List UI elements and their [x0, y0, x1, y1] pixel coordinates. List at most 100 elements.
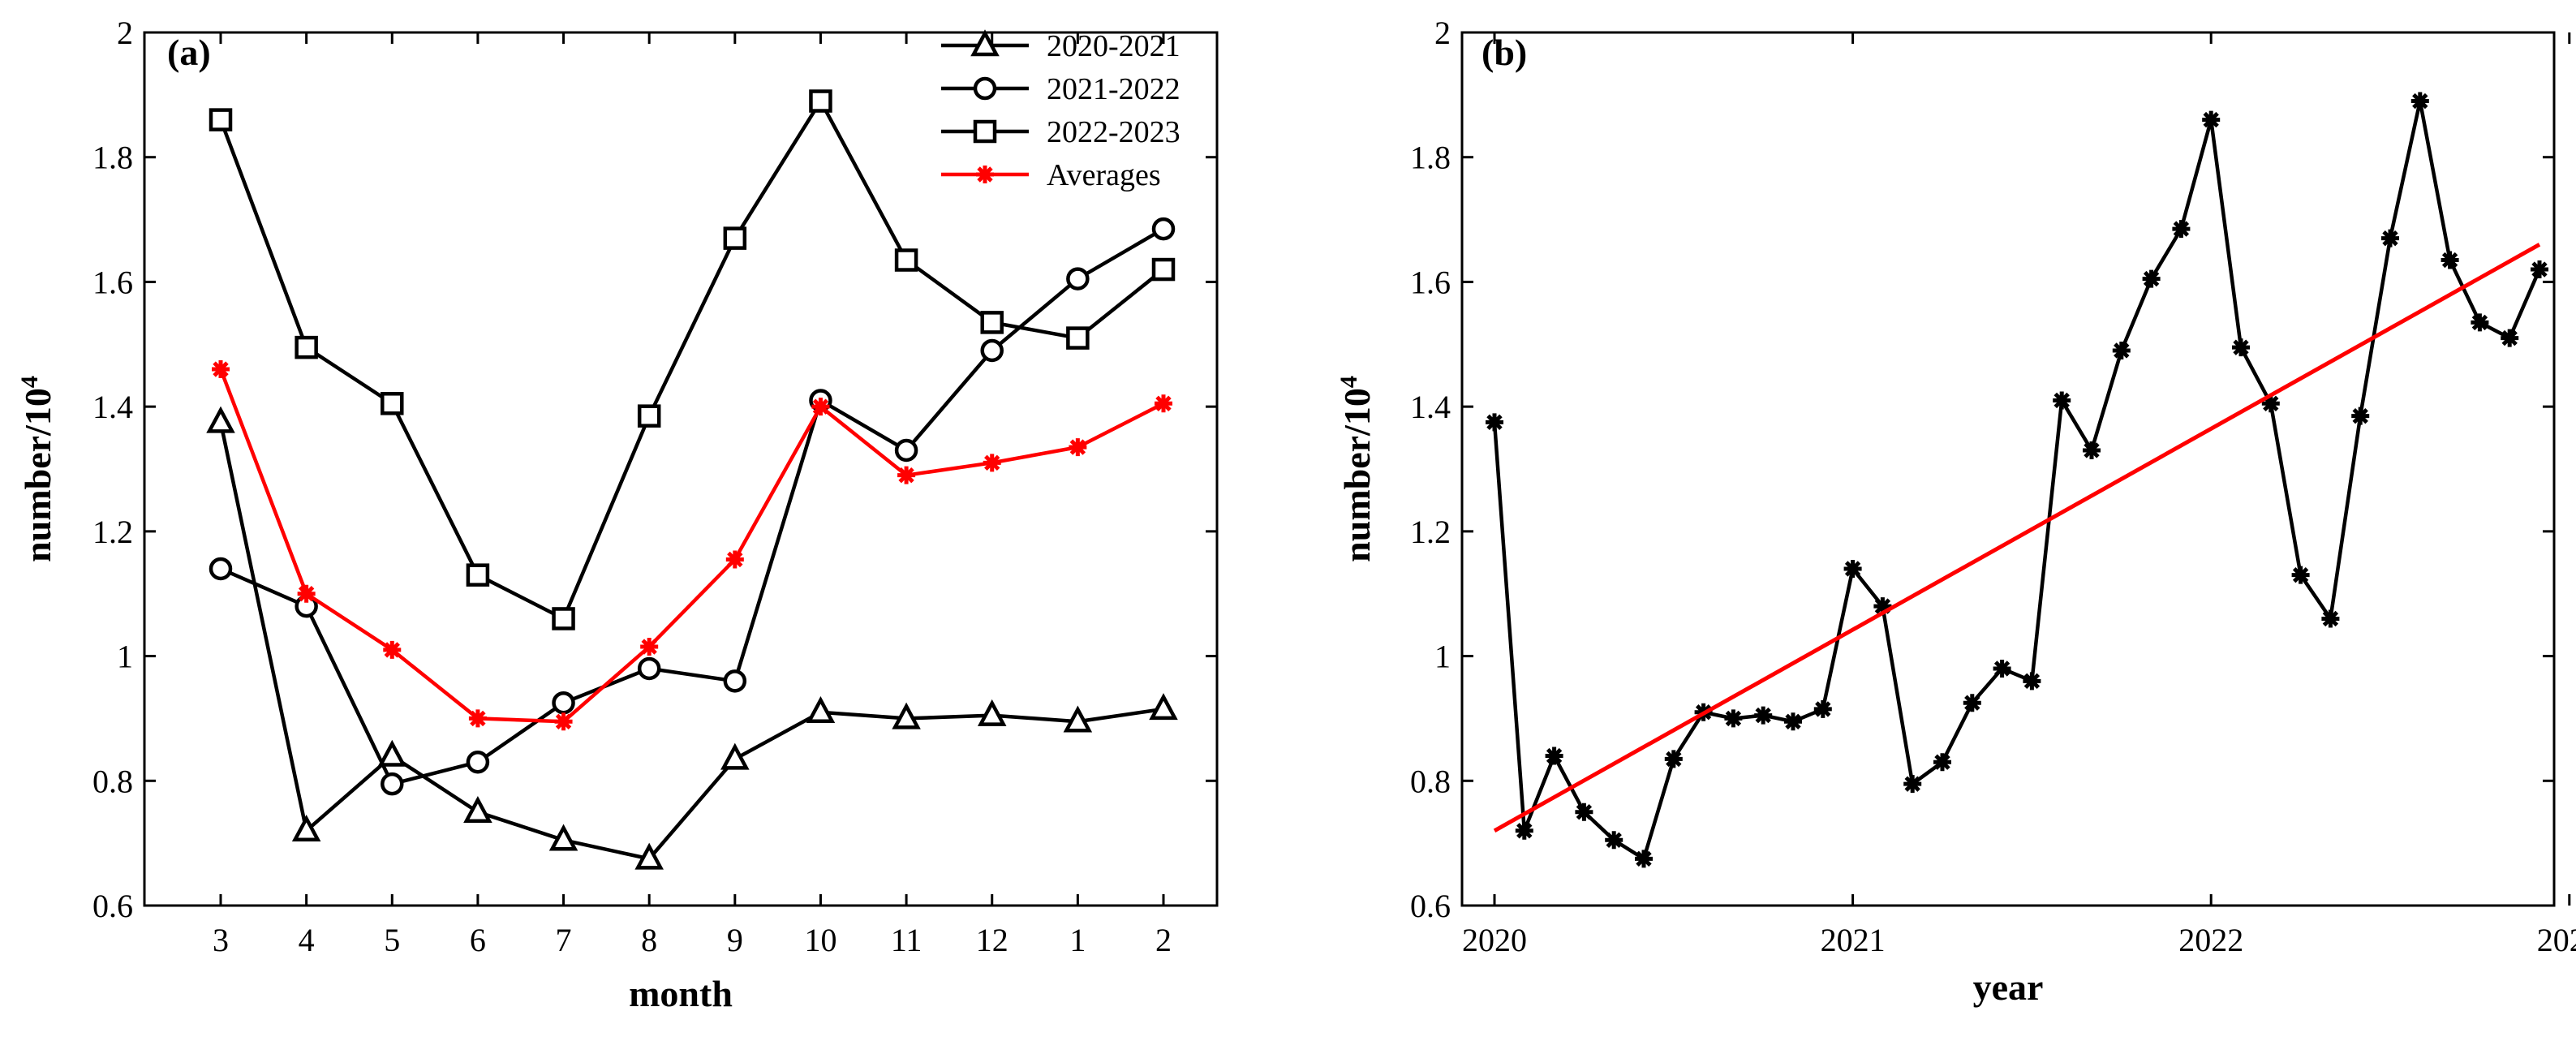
data-point [640, 638, 658, 656]
x-tick-label: 4 [299, 922, 315, 958]
series-line [221, 422, 1163, 858]
data-point [2321, 609, 2339, 627]
data-point [1933, 753, 1951, 771]
data-point [983, 454, 1001, 471]
data-point [2232, 338, 2250, 356]
legend-marker [975, 122, 995, 141]
y-tick-label: 2 [117, 15, 133, 51]
data-point [1575, 803, 1593, 821]
y-tick-label: 1.8 [1410, 140, 1451, 176]
y-tick-label: 1.2 [92, 514, 133, 550]
plot-area-frame [1462, 32, 2554, 906]
series-line [1494, 101, 2539, 859]
y-tick-label: 1.4 [92, 389, 133, 425]
data-point [298, 585, 316, 603]
trend-line [1494, 244, 2539, 830]
series-line [221, 101, 1163, 619]
data-point [383, 641, 401, 659]
data-point [297, 338, 316, 357]
y-tick-label: 0.8 [1410, 763, 1451, 799]
y-tick-label: 1 [1434, 639, 1451, 675]
x-tick-label: 12 [976, 922, 1008, 958]
data-point [554, 609, 574, 628]
data-point [2113, 342, 2131, 359]
series-monthly [1486, 93, 2548, 868]
data-point [897, 441, 916, 460]
chart-panel-b: 0.60.811.21.41.61.822020202120222023(b)y… [1335, 15, 2576, 1008]
data-point [1154, 219, 1173, 239]
legend-label: Averages [1047, 158, 1161, 192]
data-point [1784, 712, 1802, 730]
data-point [1844, 560, 1862, 578]
x-tick-label: 9 [727, 922, 743, 958]
x-tick-label: 10 [804, 922, 836, 958]
x-tick-label: 7 [556, 922, 572, 958]
data-point [811, 398, 829, 415]
y-tick-label: 1.6 [92, 264, 133, 300]
y-tick-label: 0.8 [92, 763, 133, 799]
panel-label: (b) [1482, 32, 1527, 73]
data-point [897, 251, 916, 270]
x-tick-label: 2021 [1821, 922, 1886, 958]
data-point [1754, 707, 1772, 725]
data-point [209, 410, 232, 431]
y-tick-label: 1.6 [1410, 264, 1451, 300]
x-tick-label: 3 [213, 922, 229, 958]
legend-label: 2020-2021 [1047, 29, 1180, 63]
x-tick-label: 2 [1155, 922, 1172, 958]
series-2020-2021 [209, 410, 1175, 867]
data-point [2381, 230, 2399, 247]
data-point [639, 407, 659, 426]
data-point [809, 700, 832, 721]
data-point [725, 671, 745, 691]
data-point [1155, 394, 1172, 412]
y-tick-label: 2 [1434, 15, 1451, 51]
data-point [983, 312, 1002, 332]
data-point [2411, 93, 2429, 110]
legend-label: 2022-2023 [1047, 115, 1180, 149]
data-point [897, 467, 915, 484]
data-point [725, 229, 745, 248]
data-point [1069, 438, 1086, 456]
data-point [211, 559, 230, 579]
data-point [1665, 750, 1683, 768]
data-point [1814, 700, 1832, 718]
data-point [2292, 566, 2310, 584]
x-tick-label: 2020 [1462, 922, 1527, 958]
data-point [1993, 660, 2011, 678]
data-point [382, 394, 402, 413]
y-tick-label: 1.2 [1410, 514, 1451, 550]
y-tick-label: 1 [117, 639, 133, 675]
data-point [468, 752, 488, 772]
data-point [1486, 413, 1503, 431]
data-point [811, 92, 830, 111]
data-point [1724, 709, 1742, 727]
data-point [211, 110, 230, 130]
data-point [2471, 313, 2488, 331]
data-point [2441, 252, 2459, 269]
data-point [1963, 694, 1981, 712]
data-point [554, 693, 574, 712]
panel-label: (a) [167, 32, 211, 73]
data-point [469, 709, 487, 727]
data-point [1152, 697, 1175, 718]
data-point [2531, 260, 2548, 278]
data-point [2202, 111, 2220, 129]
data-point [1605, 831, 1623, 849]
data-point [981, 704, 1004, 725]
data-point [1546, 747, 1563, 765]
data-point [2053, 391, 2071, 409]
x-tick-label: 8 [641, 922, 657, 958]
legend-label: 2021-2022 [1047, 72, 1180, 106]
data-point [983, 341, 1002, 360]
data-point [468, 566, 488, 585]
data-point [1068, 269, 1087, 289]
data-point [1154, 260, 1173, 279]
data-point [2083, 441, 2101, 459]
x-tick-label: 5 [384, 922, 400, 958]
x-tick-label: 1 [1069, 922, 1086, 958]
legend-marker [976, 166, 994, 183]
series-line [221, 369, 1163, 721]
